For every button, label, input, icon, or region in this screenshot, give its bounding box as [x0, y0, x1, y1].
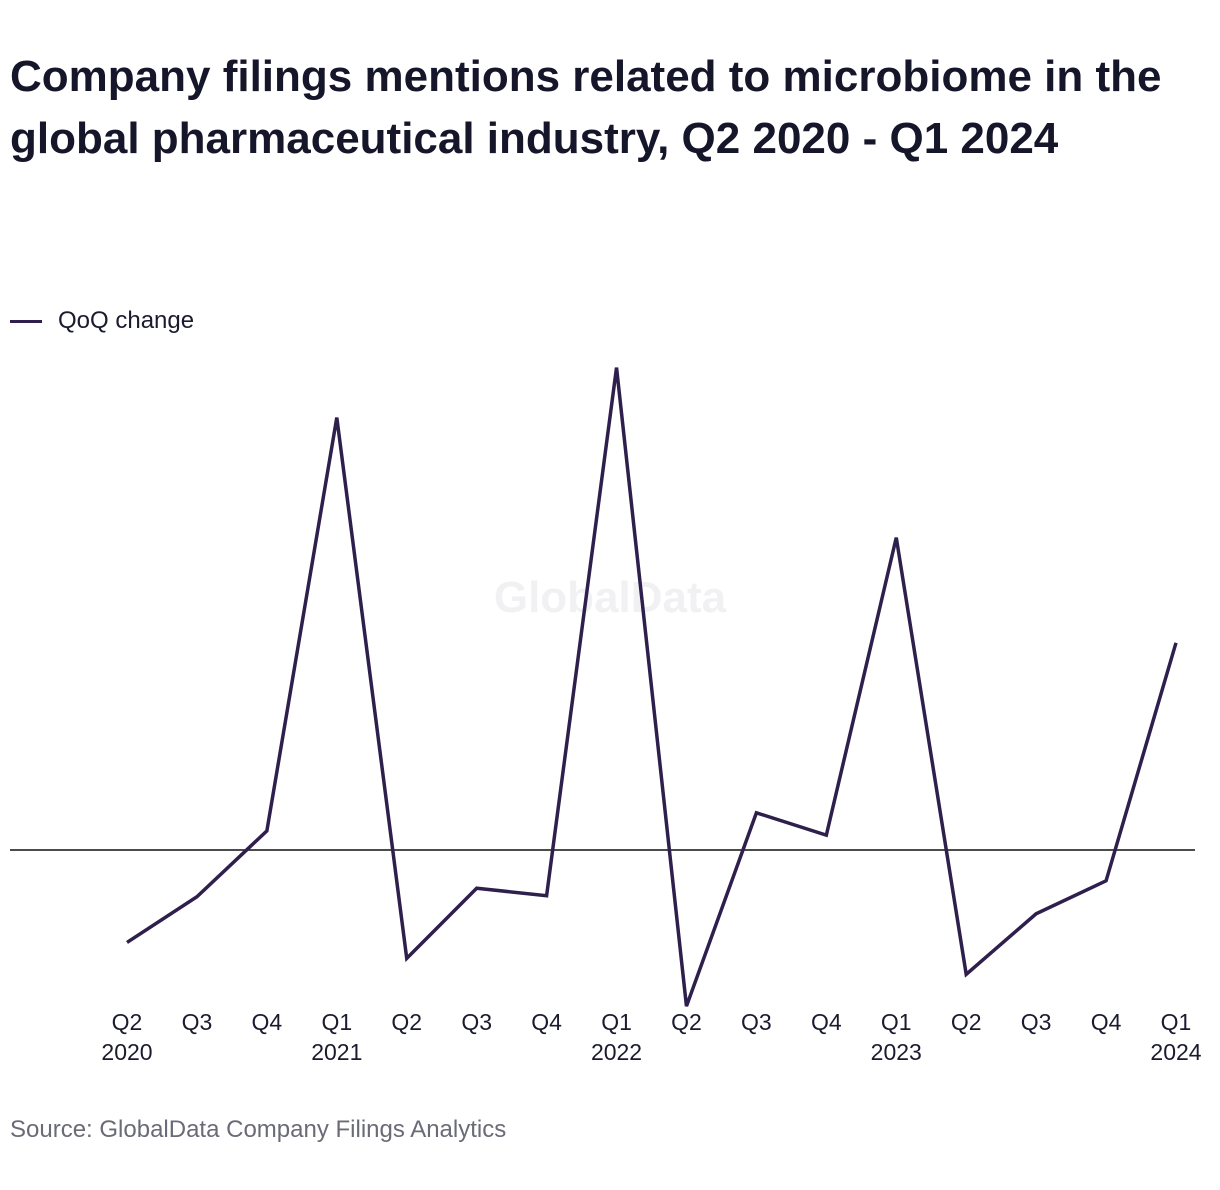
legend-swatch	[10, 319, 42, 323]
legend-label: QoQ change	[58, 307, 195, 334]
series-line-qoq-change	[126, 367, 1178, 1007]
x-tick-label: Q1 2023	[871, 1009, 922, 1065]
x-tick-label: Q4	[1091, 1009, 1122, 1035]
legend: QoQ change	[10, 306, 194, 336]
x-axis-tick-labels: Q2 2020 Q3 Q4 Q1 2021 Q2 Q3 Q4 Q1 2022 Q2 Q3 Q4 Q1 2023…	[101, 1009, 1201, 1065]
x-tick-label: Q1 2021	[311, 1009, 362, 1065]
x-tick-label: Q1 2022	[591, 1009, 642, 1065]
x-tick-label: Q3	[1021, 1009, 1052, 1035]
x-tick-label: Q1 2024	[1150, 1009, 1201, 1065]
x-tick-label: Q4	[811, 1009, 842, 1035]
watermark: GlobalData	[494, 573, 727, 622]
x-tick-label: Q2 2020	[101, 1009, 152, 1065]
x-tick-label: Q3	[741, 1009, 772, 1035]
x-tick-label: Q4	[531, 1009, 562, 1035]
x-tick-label: Q3	[461, 1009, 492, 1035]
x-tick-label: Q2	[391, 1009, 422, 1035]
chart-title: Company filings mentions related to micr…	[10, 52, 1162, 163]
x-tick-label: Q3	[182, 1009, 213, 1035]
x-tick-label: Q2	[951, 1009, 982, 1035]
source-note: Source: GlobalData Company Filings Analy…	[10, 1116, 507, 1143]
x-tick-label: Q2	[671, 1009, 702, 1035]
x-tick-label: Q4	[252, 1009, 283, 1035]
